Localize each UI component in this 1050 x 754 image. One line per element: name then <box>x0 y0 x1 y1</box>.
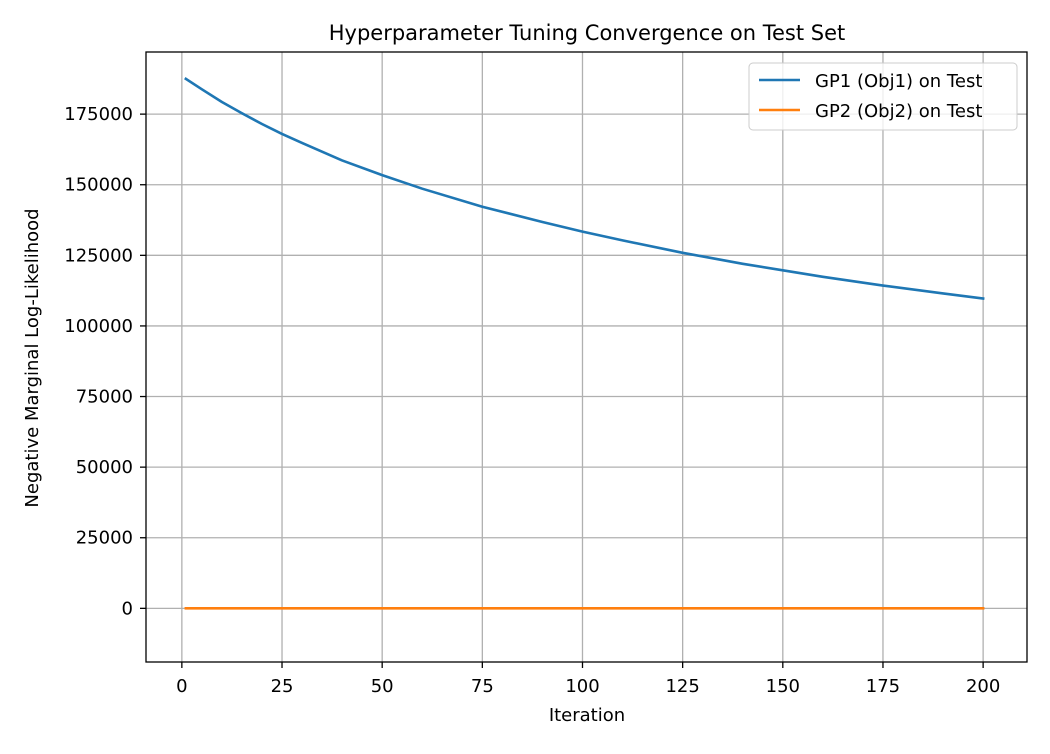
x-tick-label: 200 <box>966 676 1000 697</box>
y-tick-label: 25000 <box>76 528 133 549</box>
x-tick-label: 50 <box>371 676 394 697</box>
x-tick-label: 100 <box>565 676 599 697</box>
series-group <box>184 77 985 610</box>
y-tick-label: 100000 <box>64 316 133 337</box>
y-tick-label: 0 <box>122 598 133 619</box>
y-tick-label: 175000 <box>64 104 133 125</box>
x-tick-label: 150 <box>766 676 800 697</box>
x-tick-label: 175 <box>866 676 900 697</box>
x-axis-label: Iteration <box>549 705 625 726</box>
y-tick-label: 50000 <box>76 457 133 478</box>
y-axis: 0 25000 50000 75000 100000 125000 150000 175000 <box>64 104 146 619</box>
x-tick-label: 75 <box>471 676 494 697</box>
y-tick-label: 75000 <box>76 387 133 408</box>
legend-label-gp1: GP1 (Obj1) on Test <box>815 71 982 92</box>
x-axis: 0 25 50 75 100 125 150 175 200 <box>176 662 1000 697</box>
legend-box <box>748 62 1018 131</box>
x-tick-label: 0 <box>176 676 187 697</box>
series-line-gp1 <box>184 77 985 300</box>
legend-label-gp2: GP2 (Obj2) on Test <box>815 101 982 122</box>
x-tick-label: 25 <box>271 676 294 697</box>
y-tick-label: 125000 <box>64 245 133 266</box>
chart-title: Hyperparameter Tuning Convergence on Tes… <box>329 21 846 45</box>
y-tick-label: 150000 <box>64 175 133 196</box>
x-tick-label: 125 <box>665 676 699 697</box>
legend: GP1 (Obj1) on Test GP2 (Obj2) on Test <box>748 62 1018 131</box>
y-axis-label: Negative Marginal Log-Likelihood <box>22 208 43 507</box>
plot-area-frame <box>145 51 1028 663</box>
